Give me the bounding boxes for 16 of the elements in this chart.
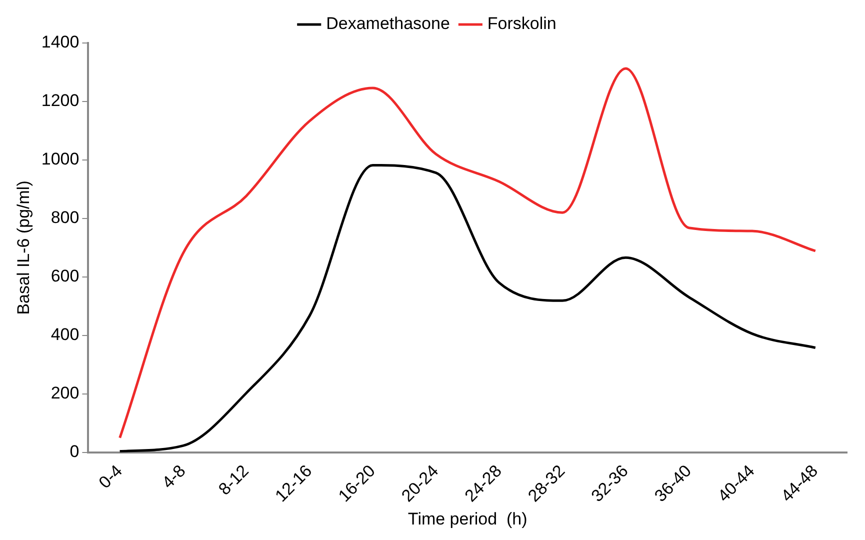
line-series	[118, 164, 817, 452]
y-tick-label: 800	[50, 208, 80, 228]
y-tick-label: 1400	[41, 32, 80, 52]
y-tick-label: 200	[50, 384, 80, 403]
x-axis-title: Time period (h)	[408, 509, 528, 528]
legend-label: Forskolin	[487, 14, 556, 34]
y-tick-label: 400	[50, 325, 80, 344]
y-tick-label: 600	[50, 266, 80, 286]
line-series	[118, 67, 817, 440]
legend-label: Dexamethasone	[326, 14, 450, 34]
y-axis-title: Basal IL-6 (pg/ml)	[14, 180, 33, 315]
y-tick-label: 1000	[41, 150, 80, 169]
x-tick-label: 0-4	[95, 461, 126, 492]
y-tick-label: 0	[70, 442, 80, 462]
y-tick-label: 1200	[41, 91, 80, 110]
x-tick-label: 4-8	[158, 461, 190, 492]
